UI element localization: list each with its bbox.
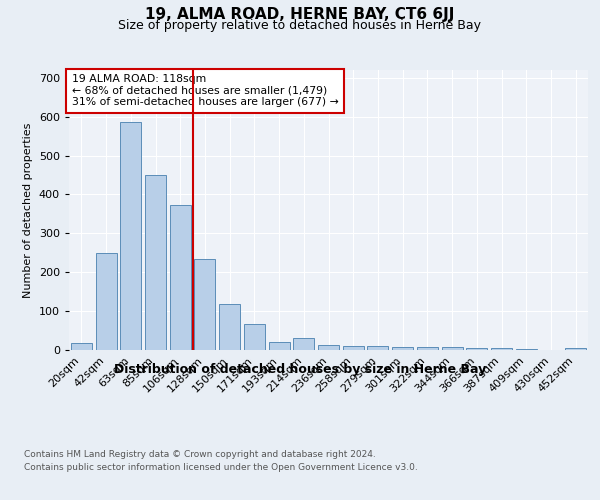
Bar xyxy=(565,348,586,350)
Bar xyxy=(244,324,265,350)
Bar xyxy=(516,349,537,350)
Bar xyxy=(95,253,116,350)
Text: Size of property relative to detached houses in Herne Bay: Size of property relative to detached ho… xyxy=(119,19,482,32)
Bar xyxy=(491,348,512,350)
Text: Distribution of detached houses by size in Herne Bay: Distribution of detached houses by size … xyxy=(114,362,486,376)
Bar xyxy=(466,348,487,350)
Bar xyxy=(71,344,92,350)
Bar xyxy=(293,338,314,350)
Bar xyxy=(269,342,290,350)
Bar xyxy=(219,304,240,350)
Bar xyxy=(194,258,215,350)
Bar xyxy=(367,346,388,350)
Bar xyxy=(145,175,166,350)
Bar xyxy=(392,347,413,350)
Bar xyxy=(417,348,438,350)
Text: Contains public sector information licensed under the Open Government Licence v3: Contains public sector information licen… xyxy=(24,462,418,471)
Text: Contains HM Land Registry data © Crown copyright and database right 2024.: Contains HM Land Registry data © Crown c… xyxy=(24,450,376,459)
Bar xyxy=(442,348,463,350)
Bar xyxy=(170,205,191,350)
Bar xyxy=(318,346,339,350)
Bar xyxy=(120,122,141,350)
Text: 19, ALMA ROAD, HERNE BAY, CT6 6JJ: 19, ALMA ROAD, HERNE BAY, CT6 6JJ xyxy=(145,8,455,22)
Bar xyxy=(343,346,364,350)
Y-axis label: Number of detached properties: Number of detached properties xyxy=(23,122,33,298)
Text: 19 ALMA ROAD: 118sqm
← 68% of detached houses are smaller (1,479)
31% of semi-de: 19 ALMA ROAD: 118sqm ← 68% of detached h… xyxy=(71,74,338,108)
